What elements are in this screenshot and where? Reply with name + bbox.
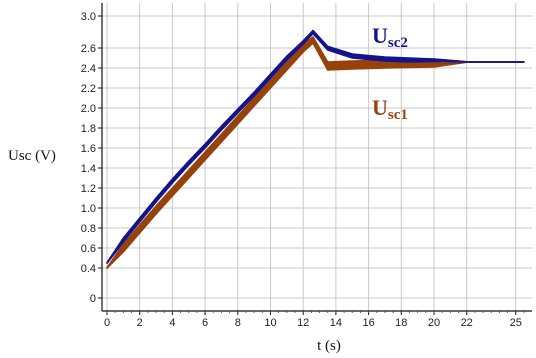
x-tick-label: 2: [137, 317, 143, 329]
y-grid: [102, 15, 532, 299]
y-tick-label: 0.4: [81, 263, 96, 275]
x-ticks: 0 2 4 6 8 10 12 14 16 18 20 22 25: [104, 311, 525, 329]
x-tick-label: 22: [461, 317, 473, 329]
x-grid: [106, 3, 517, 311]
y-tick-label: 1.6: [81, 143, 96, 155]
y-axis-label: Usc (V): [8, 148, 56, 164]
y-tick-label: 1.8: [81, 123, 96, 135]
x-tick-label: 14: [330, 317, 342, 329]
series-label-usc2-sub: sc2: [388, 35, 408, 51]
x-tick-label: 0: [104, 317, 110, 329]
y-ticks: 0 0.4 0.6 0.8 1.0 1.2 1.4 1.6 1.8 2.0 2.2 2.4 2.6 3.0: [81, 11, 102, 305]
y-tick-label: 2.4: [81, 63, 96, 75]
x-tick-label: 6: [202, 317, 208, 329]
x-tick-label: 16: [362, 317, 374, 329]
y-tick-label: 1.2: [81, 183, 96, 195]
y-tick-label: 1.0: [81, 203, 96, 215]
x-tick-label: 18: [395, 317, 407, 329]
x-axis-label: t (s): [317, 338, 341, 354]
x-tick-label: 25: [510, 317, 522, 329]
series-label-usc1-sub: sc1: [388, 107, 408, 123]
series-line-usc2: [106, 30, 524, 264]
plot-area-background: [102, 3, 532, 311]
series-label-usc2-main: U: [372, 23, 388, 48]
y-tick-label: 0: [90, 293, 96, 305]
x-tick-label: 10: [264, 317, 276, 329]
y-tick-label: 0.6: [81, 243, 96, 255]
series-lines: [106, 30, 524, 269]
y-tick-label: 1.4: [81, 163, 96, 175]
y-tick-label: 2.6: [81, 43, 96, 55]
y-tick-label: 3.0: [81, 11, 96, 23]
y-tick-label: 2.0: [81, 103, 96, 115]
series-label-usc1-main: U: [372, 95, 388, 120]
y-tick-label: 0.8: [81, 223, 96, 235]
x-tick-label: 8: [235, 317, 241, 329]
series-label-usc2: Usc2: [372, 23, 408, 51]
series-line-usc1: [106, 38, 524, 269]
x-tick-label: 4: [169, 317, 175, 329]
y-tick-label: 2.2: [81, 83, 96, 95]
series-label-usc1: Usc1: [372, 95, 408, 123]
x-tick-label: 20: [428, 317, 440, 329]
x-tick-label: 12: [297, 317, 309, 329]
